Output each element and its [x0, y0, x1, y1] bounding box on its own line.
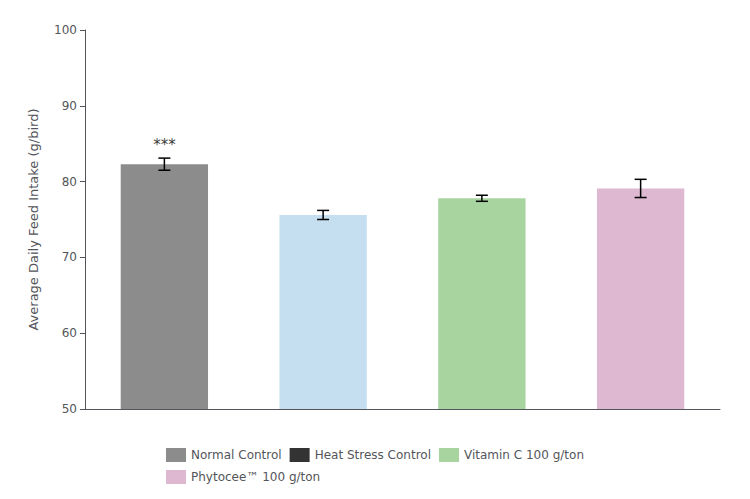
svg-text:***: *** — [153, 136, 176, 154]
svg-text:50: 50 — [62, 402, 77, 416]
svg-text:Heat Stress Control: Heat Stress Control — [315, 448, 431, 462]
svg-text:60: 60 — [62, 326, 77, 340]
svg-text:100: 100 — [54, 23, 77, 37]
svg-text:Average Daily Feed Intake (g/b: Average Daily Feed Intake (g/bird) — [26, 108, 41, 330]
svg-text:Phytocee™ 100 g/ton: Phytocee™ 100 g/ton — [191, 470, 320, 484]
svg-text:80: 80 — [62, 175, 77, 189]
svg-text:Vitamin C 100 g/ton: Vitamin C 100 g/ton — [464, 448, 584, 462]
svg-text:Normal Control: Normal Control — [191, 448, 282, 462]
svg-text:70: 70 — [62, 250, 77, 264]
svg-text:90: 90 — [62, 99, 77, 113]
